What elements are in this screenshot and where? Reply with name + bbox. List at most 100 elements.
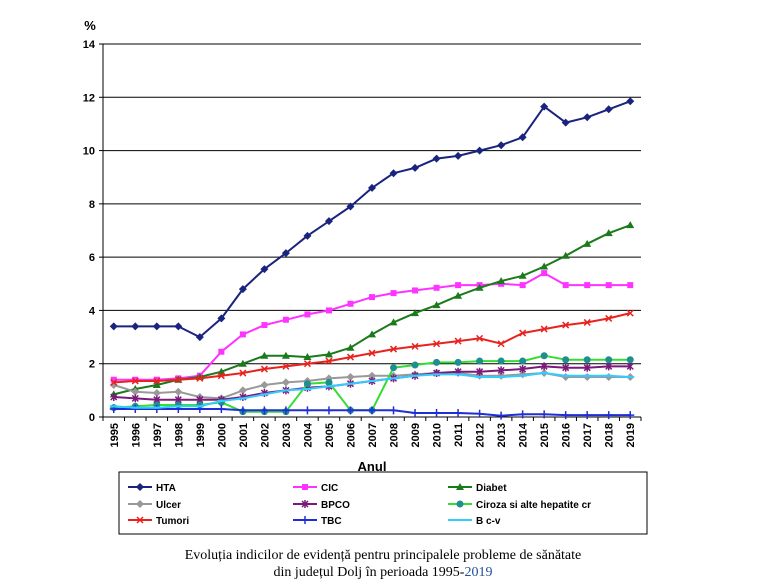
data-point-ulcer [346, 373, 355, 382]
data-point-tumori [626, 309, 634, 317]
series-tumori [110, 309, 634, 386]
legend-entry-bpco: BPCO [293, 500, 350, 511]
legend-swatch-marker [136, 500, 144, 508]
data-point-hta [389, 169, 398, 178]
data-point-tumori [196, 374, 204, 382]
data-point-hta [109, 322, 118, 331]
data-point-tbc [518, 410, 527, 419]
y-tick-label: 4 [89, 305, 96, 317]
caption-end-year: 2019 [464, 565, 493, 580]
y-tick-label: 10 [83, 146, 95, 158]
data-point-hta [260, 265, 269, 274]
data-point-hta [432, 154, 441, 163]
data-point-cic [239, 331, 246, 338]
data-point-hta [368, 183, 376, 192]
data-point-tumori [562, 321, 570, 329]
series-layer [109, 97, 635, 420]
data-point-diabet [475, 283, 484, 291]
data-point-ciroza-si-alte-hepatite-cr [605, 356, 613, 364]
data-point-diabet [497, 277, 506, 285]
data-point-cic [110, 376, 117, 383]
x-tick-label: 2012 [475, 423, 487, 447]
data-point-ciroza-si-alte-hepatite-cr [626, 356, 634, 364]
data-point-hta [346, 202, 355, 211]
legend-swatch-marker [301, 516, 309, 524]
data-point-ciroza-si-alte-hepatite-cr [562, 356, 570, 364]
x-tick-label: 2002 [259, 423, 271, 447]
series-tbc [109, 405, 635, 420]
data-point-hta [540, 102, 549, 111]
x-tick-label: 1999 [195, 423, 207, 447]
legend: HTA CIC Diabet Ulcer BPCO Ciroza si alte hepa… [118, 471, 648, 535]
data-point-diabet [540, 262, 549, 270]
x-tick-label: 2014 [518, 422, 530, 447]
data-point-tbc [346, 406, 355, 415]
data-point-tumori [497, 340, 505, 348]
data-point-cic [132, 376, 139, 383]
legend-label: Ciroza si alte hepatite cr [476, 500, 591, 511]
y-axis-unit-label: % [84, 18, 96, 33]
data-point-bpco [110, 393, 118, 402]
data-point-diabet [432, 301, 441, 309]
legend-swatch-marker [302, 484, 308, 490]
data-point-ulcer [561, 373, 570, 382]
data-point-tumori [454, 337, 462, 345]
legend-label: Ulcer [156, 500, 181, 511]
series-b-c-v [109, 372, 635, 409]
data-point-bpco [519, 365, 527, 374]
x-tick-label: 2013 [496, 423, 508, 447]
data-point-cic [369, 294, 375, 301]
legend-label: BPCO [321, 500, 350, 511]
data-point-tbc [497, 411, 506, 420]
legend-label: B c-v [476, 516, 501, 527]
data-point-cic [347, 300, 354, 307]
legend-swatch-marker [456, 483, 464, 490]
legend-swatch-marker [136, 516, 144, 524]
data-point-hta [604, 105, 613, 114]
data-point-cic [153, 376, 160, 383]
data-point-hta [561, 118, 570, 127]
data-point-tumori [540, 325, 548, 333]
legend-label: CIC [321, 483, 338, 494]
legend-box [118, 471, 648, 535]
data-point-diabet [281, 351, 290, 359]
data-point-ulcer [152, 389, 161, 398]
data-point-cic [605, 282, 612, 289]
data-point-hta [475, 146, 484, 155]
y-tick-label: 0 [89, 412, 95, 424]
data-point-hta [411, 163, 420, 172]
data-point-tumori [433, 340, 441, 348]
data-point-cic [627, 282, 634, 289]
data-point-cic [325, 307, 332, 314]
data-point-tumori [131, 377, 139, 385]
legend-label: Tumori [156, 516, 189, 527]
data-point-hta [195, 333, 204, 342]
data-point-tbc [324, 406, 333, 415]
data-point-hta [454, 151, 463, 160]
caption-period: din județul Dolj în perioada 1995- [273, 565, 465, 580]
data-point-hta [583, 113, 592, 122]
data-point-diabet [303, 353, 312, 361]
data-point-cic [541, 270, 548, 277]
data-point-tbc [432, 409, 441, 418]
legend-entry-ciroza-si-alte-hepatite-cr: Ciroza si alte hepatite cr [448, 500, 591, 511]
data-point-tbc [583, 411, 592, 420]
chart-caption: Evoluția indicilor de evidență pentru pr… [0, 547, 766, 581]
data-point-ulcer [260, 381, 269, 390]
y-tick-label: 2 [89, 359, 95, 371]
data-point-diabet [389, 318, 398, 326]
x-tick-label: 2004 [302, 422, 314, 447]
x-tick-label: 2005 [324, 423, 336, 447]
legend-entry-tumori: Tumori [128, 516, 189, 527]
data-point-tumori [174, 376, 182, 384]
data-point-diabet [238, 359, 247, 367]
data-point-tbc [238, 406, 247, 415]
data-point-tbc [626, 411, 635, 420]
data-point-tumori [153, 377, 161, 385]
legend-label: HTA [156, 483, 176, 494]
data-point-ciroza-si-alte-hepatite-cr [454, 358, 462, 366]
data-point-bpco [497, 366, 505, 375]
x-tick-label: 2006 [345, 423, 357, 447]
grid [103, 43, 641, 365]
